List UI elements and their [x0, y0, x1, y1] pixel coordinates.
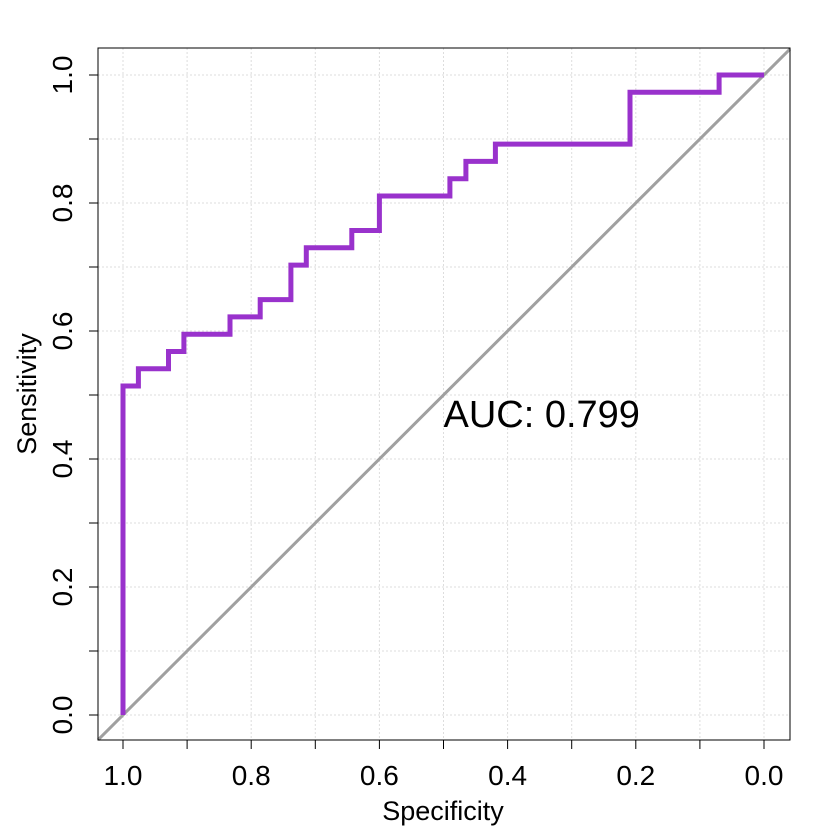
- x-tick-label: 0.2: [616, 760, 655, 791]
- x-axis-title: Specificity: [382, 796, 504, 826]
- y-tick-label: 0.8: [47, 184, 78, 223]
- x-tick-label: 0.4: [488, 760, 527, 791]
- x-tick-label: 0.8: [232, 760, 271, 791]
- y-axis-title: Sensitivity: [12, 333, 42, 455]
- y-tick-label: 0.2: [47, 568, 78, 607]
- x-axis-ticks: 1.0 0.8 0.6 0.4 0.2 0.0: [104, 740, 784, 791]
- x-tick-label: 0.0: [745, 760, 784, 791]
- roc-curve: [120, 72, 764, 715]
- y-axis-ticks: 0.0 0.2 0.4 0.6 0.8 1.0: [47, 56, 98, 735]
- y-tick-label: 1.0: [47, 56, 78, 95]
- y-tick-label: 0.6: [47, 312, 78, 351]
- reference-diagonal-line: [96, 47, 792, 742]
- y-tick-label: 0.0: [47, 696, 78, 735]
- auc-annotation: AUC: 0.799: [444, 394, 640, 436]
- x-tick-label: 0.6: [360, 760, 399, 791]
- y-tick-label: 0.4: [47, 440, 78, 479]
- x-tick-label: 1.0: [104, 760, 143, 791]
